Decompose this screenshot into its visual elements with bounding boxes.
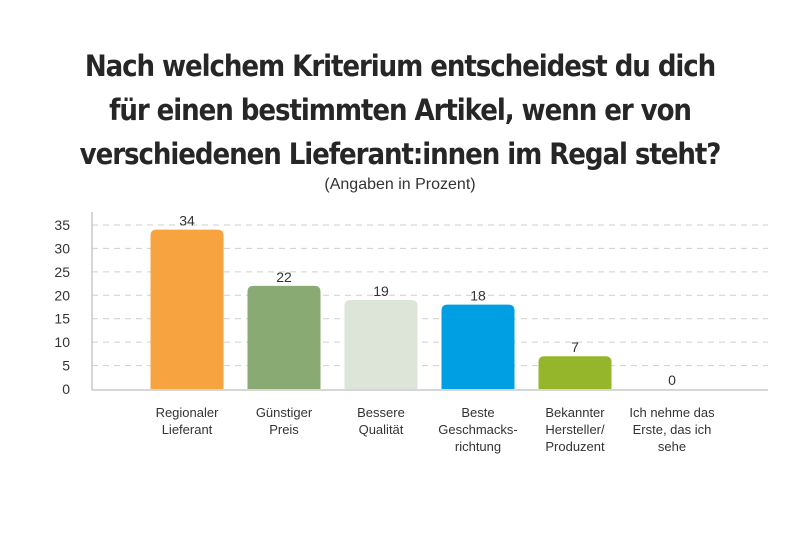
data-label: 7 <box>571 339 579 355</box>
bar <box>247 285 321 389</box>
x-tick-label-line: sehe <box>657 439 687 454</box>
y-tick-label: 5 <box>62 358 70 374</box>
x-tick-label-line: Hersteller/ <box>545 422 605 437</box>
x-tick-label-line: Erste, das ich <box>632 422 712 437</box>
data-label: 19 <box>373 283 389 299</box>
x-tick-label: Beste Geschmacks-richtung <box>430 404 526 455</box>
x-tick-label-line: Regionaler <box>155 405 219 420</box>
chart-subtitle: (Angaben in Prozent) <box>324 176 476 193</box>
x-tick-label: Regionaler Lieferant <box>139 404 235 438</box>
chart-title: Nach welchem Kriterium entscheidest du d… <box>40 44 760 176</box>
chart-title-line: Nach welchem Kriterium entscheidest du d… <box>84 49 716 83</box>
x-tick-label-line: Geschmacks- <box>438 422 518 437</box>
chart-title-line: für einen bestimmten Artikel, wenn er vo… <box>109 93 692 127</box>
chart-title-line: verschiedenen Lieferant:innen im Regal s… <box>79 137 722 171</box>
y-tick-label: 35 <box>54 217 70 233</box>
x-tick-label-line: Ich nehme das <box>629 405 715 420</box>
x-tick-label-line: Beste <box>461 405 495 420</box>
x-tick-label: Ich nehme das Erste, das ich sehe <box>624 404 720 455</box>
x-tick-label: Bessere Qualität <box>333 404 429 438</box>
x-tick-label-line: Bessere Qualität <box>357 405 405 437</box>
data-label: 34 <box>179 213 195 229</box>
y-tick-label: 10 <box>54 334 70 350</box>
x-tick-label: Günstiger Preis <box>236 404 332 438</box>
bar <box>441 304 515 389</box>
y-tick-label: 0 <box>62 381 70 397</box>
data-label: 22 <box>276 269 292 285</box>
bar <box>150 229 224 389</box>
x-tick-label-line: Produzent <box>545 439 605 454</box>
y-tick-label: 15 <box>54 311 70 327</box>
x-tick-label-line: Lieferant <box>161 422 213 437</box>
x-tick-label-line: Preis <box>269 422 299 437</box>
data-label: 18 <box>470 288 486 304</box>
bar <box>344 299 418 389</box>
y-tick-label: 30 <box>54 240 70 256</box>
x-tick-label: Bekannter Hersteller/Produzent <box>527 404 623 455</box>
bar <box>538 356 612 389</box>
x-tick-label-line: Bekannter <box>545 405 605 420</box>
x-tick-label-line: Günstiger <box>255 405 313 420</box>
x-tick-label-line: richtung <box>454 439 502 454</box>
y-tick-label: 20 <box>54 287 70 303</box>
data-label: 0 <box>668 372 676 388</box>
y-tick-label: 25 <box>54 264 70 280</box>
